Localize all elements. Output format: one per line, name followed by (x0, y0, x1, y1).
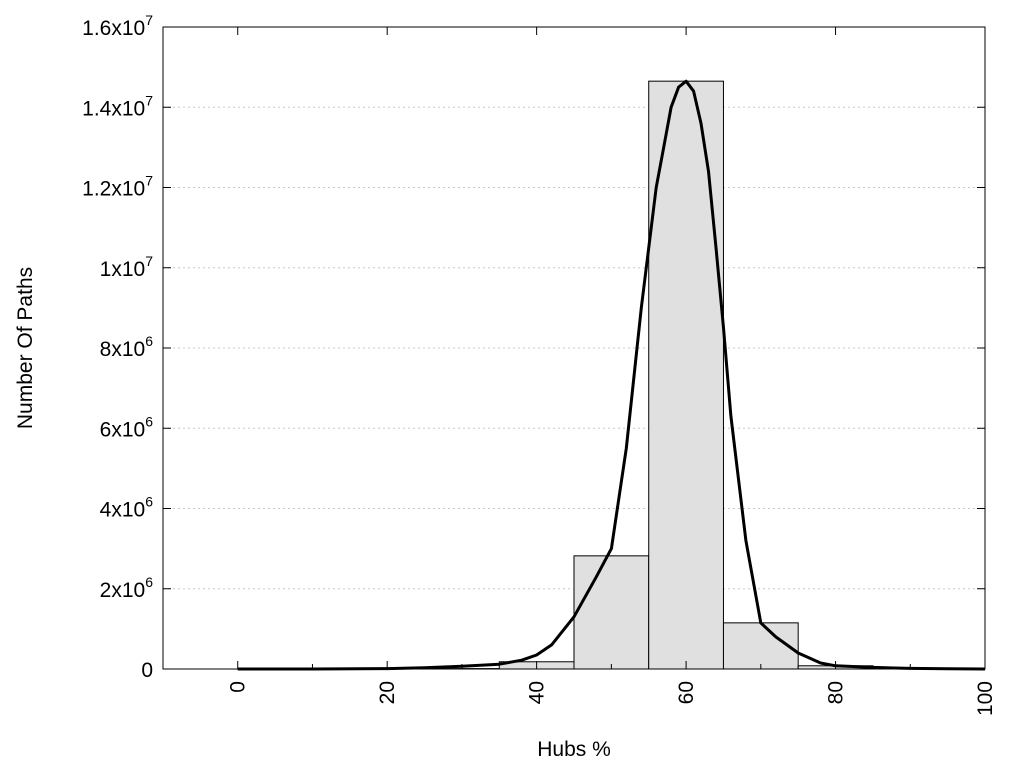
x-axis-title: Hubs % (537, 738, 611, 761)
x-tick-label-2: 40 (526, 681, 549, 704)
y-tick-label-0: 0 (141, 659, 153, 682)
y-tick-label-4: 8x106 (100, 333, 154, 361)
bar-6 (648, 80, 724, 670)
x-axis-ticks: 0 20 40 60 80 100 (227, 27, 997, 716)
y-tick-label-7: 1.4x107 (82, 92, 153, 120)
y-tick-label-6: 1.2x107 (82, 173, 153, 201)
x-tick-label-0: 0 (227, 681, 250, 693)
bar-7 (722, 622, 799, 670)
y-tick-label-5: 1x107 (100, 253, 154, 281)
x-tick-label-3: 60 (675, 681, 698, 704)
y-tick-label-8: 1.6x107 (82, 12, 153, 40)
bar-5 (573, 555, 650, 670)
x-tick-label-1: 20 (376, 681, 399, 704)
y-axis-ticks: 0 2x106 4x106 6x106 8x106 1x107 1.2x107 1.4x107… (82, 12, 985, 682)
grid-lines (163, 106, 985, 590)
x-tick-label-4: 80 (825, 681, 848, 704)
y-axis-title: Number Of Paths (14, 267, 37, 429)
histogram-bars (424, 80, 949, 670)
fit-curve-layer (237, 79, 986, 671)
y-tick-label-2: 4x106 (100, 494, 154, 522)
x-tick-label-5: 100 (974, 681, 997, 716)
y-tick-label-3: 6x106 (100, 413, 154, 441)
y-tick-label-1: 2x106 (100, 574, 154, 602)
fit-curve (237, 79, 986, 671)
